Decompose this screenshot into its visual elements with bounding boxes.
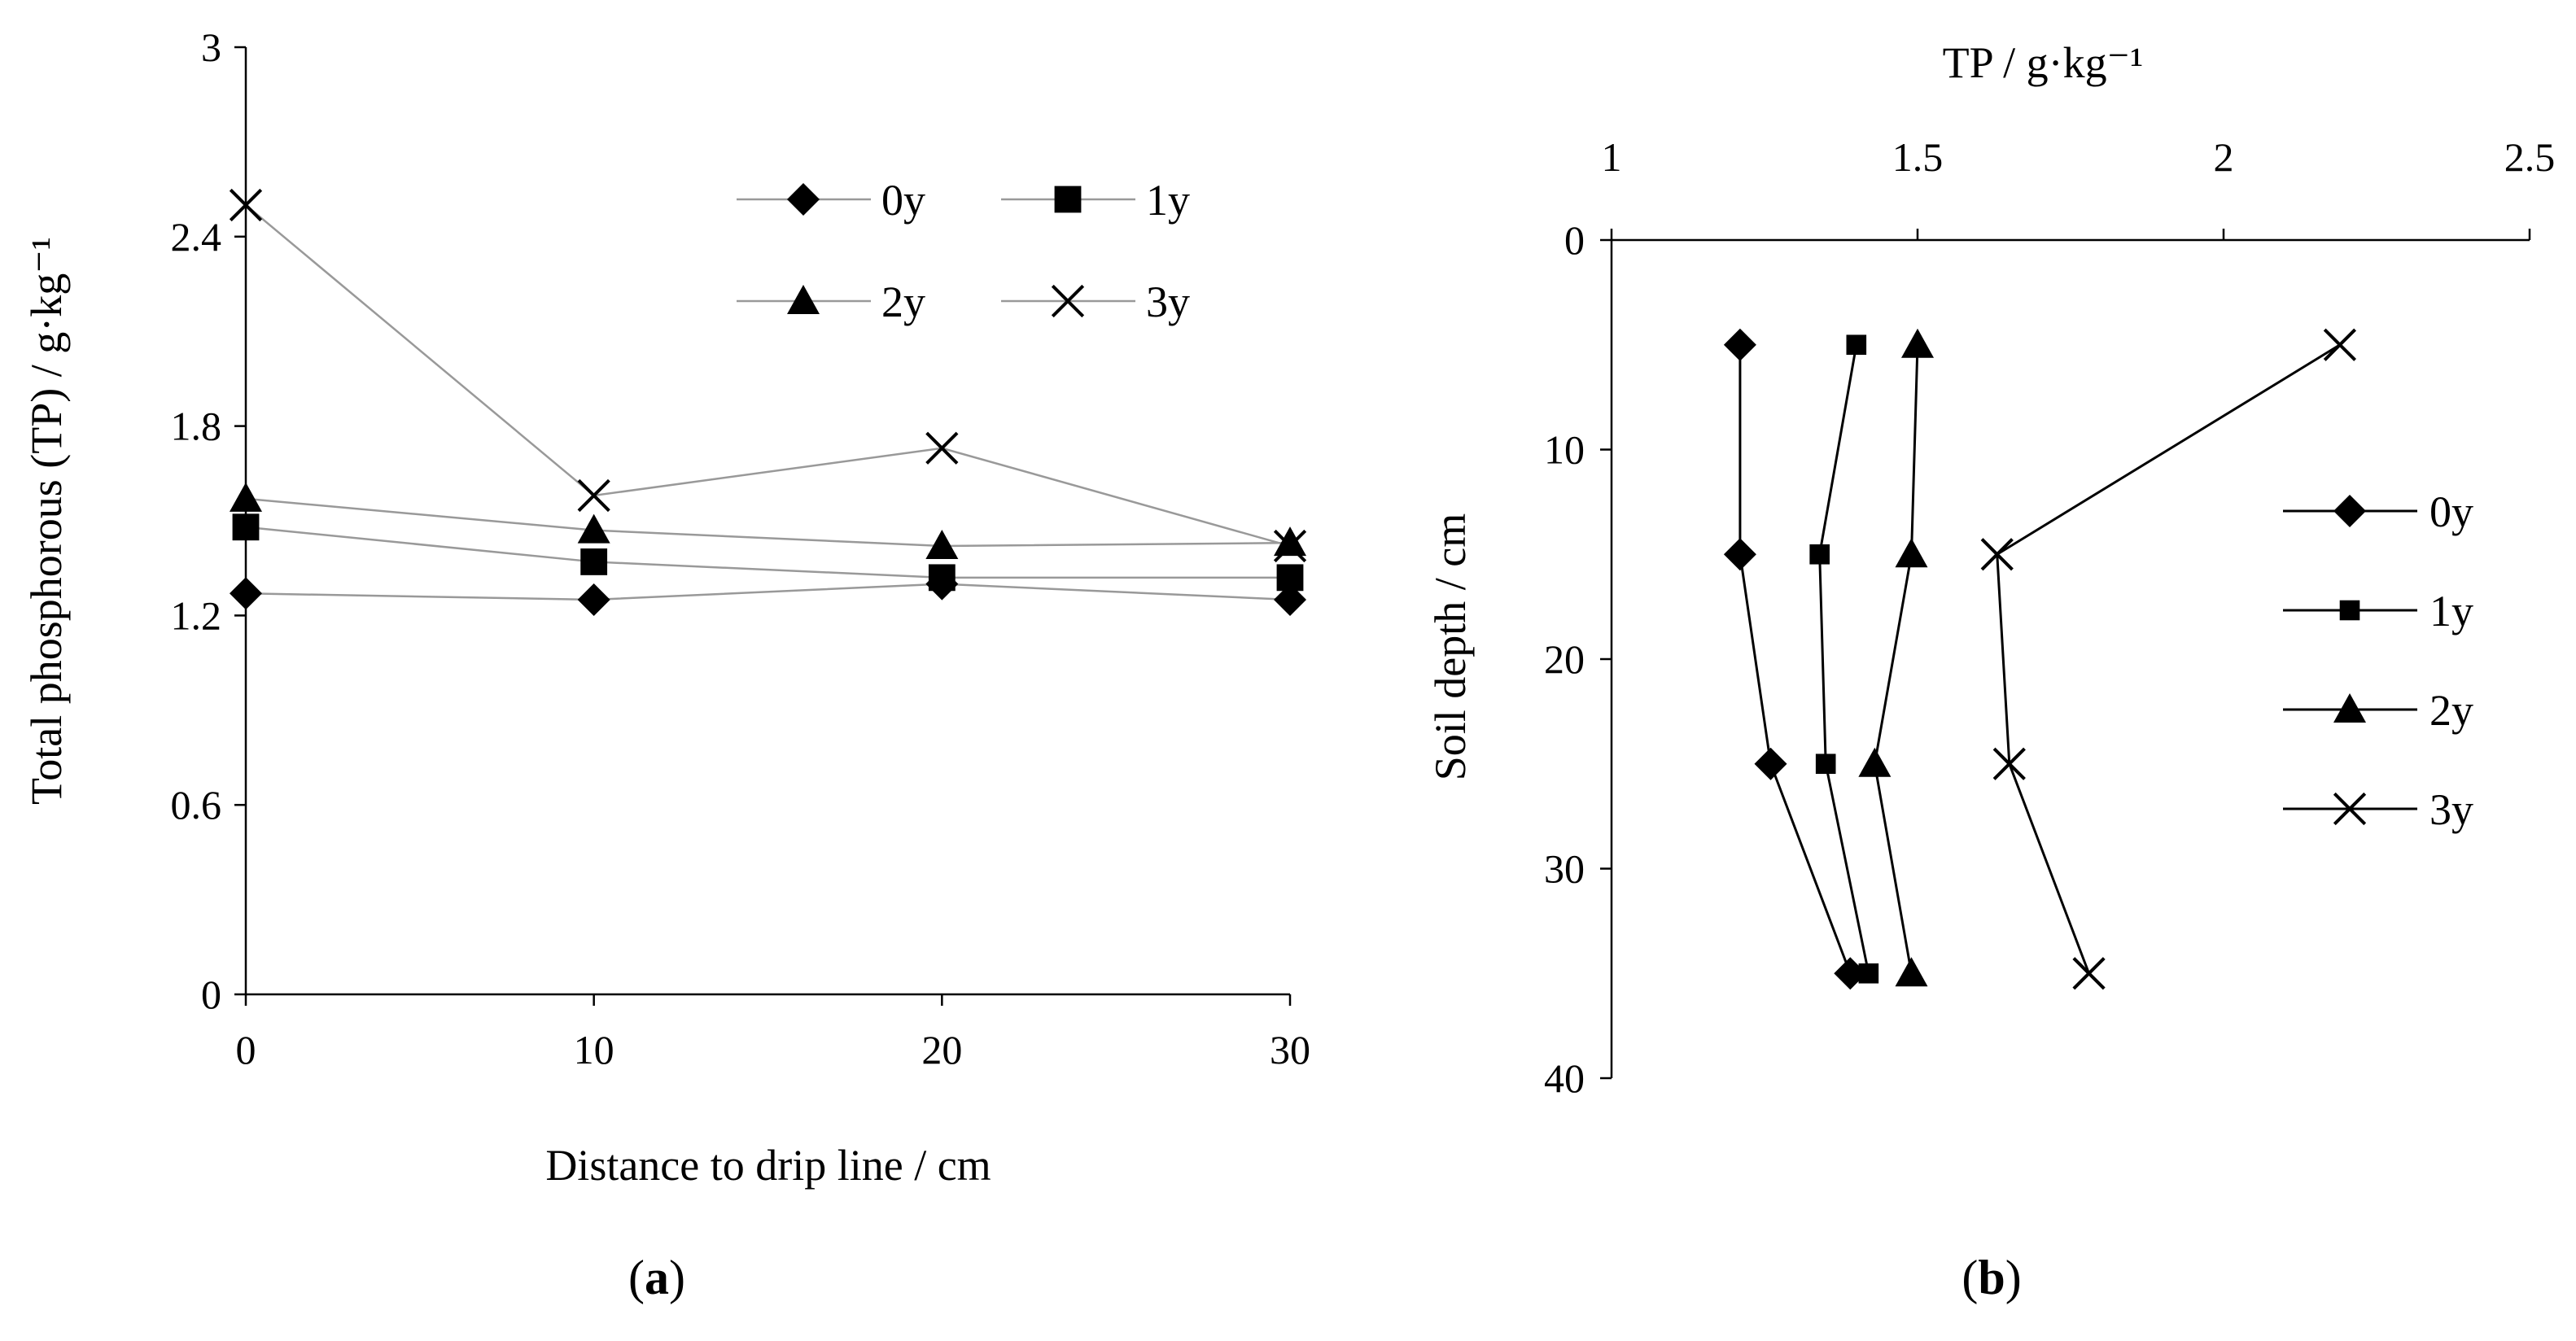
panel-a-point-1y	[232, 513, 260, 541]
panel-b-legend-marker-3y	[2333, 792, 2367, 826]
panel-b-y-ticks: 0 10 20 30 40	[1544, 217, 1612, 1101]
panel-b-point-1y	[1858, 963, 1879, 984]
panel-b-point-0y	[1834, 957, 1867, 990]
panel-a-legend-marker-3y	[1051, 284, 1085, 318]
panel-b-legend-label: 0y	[2429, 487, 2473, 536]
panel-a-y-tick-label: 0.6	[171, 782, 222, 828]
panel-a-point-2y	[577, 513, 610, 544]
panel-b-y-tick-label: 20	[1544, 636, 1585, 682]
panel-a-point-0y	[577, 583, 610, 616]
panel-a-point-2y	[1274, 526, 1306, 557]
panel-a-point-0y	[1274, 583, 1306, 616]
panel-a-y-tick-label: 2.4	[171, 214, 222, 260]
panel-b-series-line-1y	[1818, 344, 1870, 974]
panel-a-x-ticks: 0 10 20 30	[236, 994, 1310, 1072]
panel-a-y-axis-title: Total phosphorous (TP) / g·kg⁻¹	[22, 237, 71, 805]
panel-b-point-0y	[1754, 747, 1787, 780]
panel-b-legend: 0y 1y 2y 3y	[2283, 487, 2473, 834]
panel-b-y-tick-label: 10	[1544, 427, 1585, 473]
panel-b-legend-marker-2y	[2333, 693, 2366, 723]
panel-a-point-2y	[230, 482, 262, 512]
panel-b-point-2y	[1895, 538, 1928, 568]
panel-b-series-lines	[1738, 343, 2341, 974]
panel-b-series-line-2y	[1873, 344, 1919, 974]
panel-a-x-tick-label: 30	[1270, 1027, 1310, 1072]
panel-b-point-1y	[1846, 334, 1867, 356]
panel-b-series-line-3y	[1996, 343, 2341, 974]
panel-a-legend-label: 3y	[1146, 277, 1190, 326]
panel-b-point-2y	[1901, 328, 1934, 358]
panel-b-x-tick-label: 1	[1602, 134, 1622, 180]
panel-a-legend-label: 0y	[881, 176, 925, 225]
panel-b-legend-marker-0y	[2333, 495, 2366, 527]
panel-a-point-3y	[229, 188, 263, 222]
panel-b-x-ticks: 1 1.5 2 2.5	[1602, 134, 2556, 240]
panel-b-x-tick-label: 2.5	[2504, 134, 2556, 180]
panel-b-point-3y	[2072, 957, 2106, 990]
panel-a-y-tick-label: 1.8	[171, 404, 222, 449]
panel-a-x-tick-label: 20	[921, 1027, 962, 1072]
panel-a-legend-marker-1y	[1054, 186, 1082, 213]
panel-b-x-axis-title: TP / g·kg⁻¹	[1943, 38, 2144, 87]
panel-a-point-2y	[925, 530, 959, 560]
panel-b-y-axis-title: Soil depth / cm	[1426, 513, 1475, 780]
panel-a-legend-label: 1y	[1146, 176, 1190, 225]
panel-b-series-line-0y	[1738, 344, 1852, 974]
panel-a-series-line-0y	[245, 583, 1291, 601]
panel-b-point-1y	[1815, 753, 1836, 775]
panel-b-label: (b)	[1962, 1251, 2021, 1304]
panel-a-y-tick-label: 0	[201, 972, 221, 1017]
panel-a-point-3y	[577, 478, 610, 513]
panel-a-point-3y	[1273, 529, 1307, 563]
panel-a-series-line-1y	[245, 526, 1290, 579]
panel-b-point-0y	[1723, 328, 1756, 361]
panel-b-point-1y	[1809, 544, 1830, 565]
panel-b-point-3y	[1992, 747, 2026, 780]
panel-a-series-lines	[245, 204, 1291, 601]
panel-a-x-axis-title: Distance to drip line / cm	[545, 1141, 991, 1190]
panel-a-series-line-2y	[245, 497, 1291, 548]
panel-a-legend-label: 2y	[881, 277, 925, 326]
panel-a-y-tick-label: 1.2	[171, 592, 222, 638]
panel-a-point-1y	[1276, 564, 1304, 592]
panel-a-series-markers	[229, 188, 1307, 616]
panel-a-legend-marker-0y	[787, 183, 820, 216]
panel-b-point-2y	[1895, 957, 1928, 987]
panel-b-legend-label: 3y	[2429, 785, 2473, 834]
panel-a-point-0y	[230, 577, 262, 610]
panel-a-point-1y	[928, 564, 956, 592]
panel-a-legend: 0y 1y 2y 3y	[737, 176, 1190, 326]
panel-b-y-tick-label: 30	[1544, 846, 1585, 892]
panel-a-point-1y	[580, 548, 608, 575]
panel-b-legend-label: 1y	[2429, 587, 2473, 636]
panel-b-y-tick-label: 40	[1544, 1055, 1585, 1101]
panel-b-point-3y	[1980, 538, 2014, 571]
panel-b-x-tick-label: 1.5	[1892, 134, 1944, 180]
panel-b-chart: 0 10 20 30 40 1 1.5 2 2.5 TP / g·kg⁻¹ Soil dept…	[1426, 38, 2555, 1304]
panel-b-y-tick-label: 0	[1564, 217, 1585, 263]
panel-a-legend-marker-2y	[787, 285, 820, 314]
panel-b-point-0y	[1723, 538, 1756, 571]
panel-b-legend-label: 2y	[2429, 686, 2473, 735]
panel-b-series-markers	[1723, 328, 2356, 990]
panel-a-y-ticks: 0 0.6 1.2 1.8 2.4 3	[171, 24, 246, 1017]
panel-b-point-2y	[1858, 747, 1892, 777]
panel-a-label: (a)	[628, 1251, 685, 1304]
panel-a-x-tick-label: 0	[236, 1027, 256, 1072]
panel-a-x-tick-label: 10	[574, 1027, 614, 1072]
panel-b-point-3y	[2323, 328, 2356, 361]
panel-a-y-tick-label: 3	[201, 24, 221, 70]
panel-a-series-line-3y	[245, 204, 1291, 548]
panel-a-chart: 0 0.6 1.2 1.8 2.4 3 0 10 20 30 Distance to drip …	[22, 24, 1310, 1304]
panel-a-point-3y	[925, 431, 959, 465]
panel-b-x-tick-label: 2	[2214, 134, 2234, 180]
panel-b-legend-marker-1y	[2339, 600, 2360, 621]
